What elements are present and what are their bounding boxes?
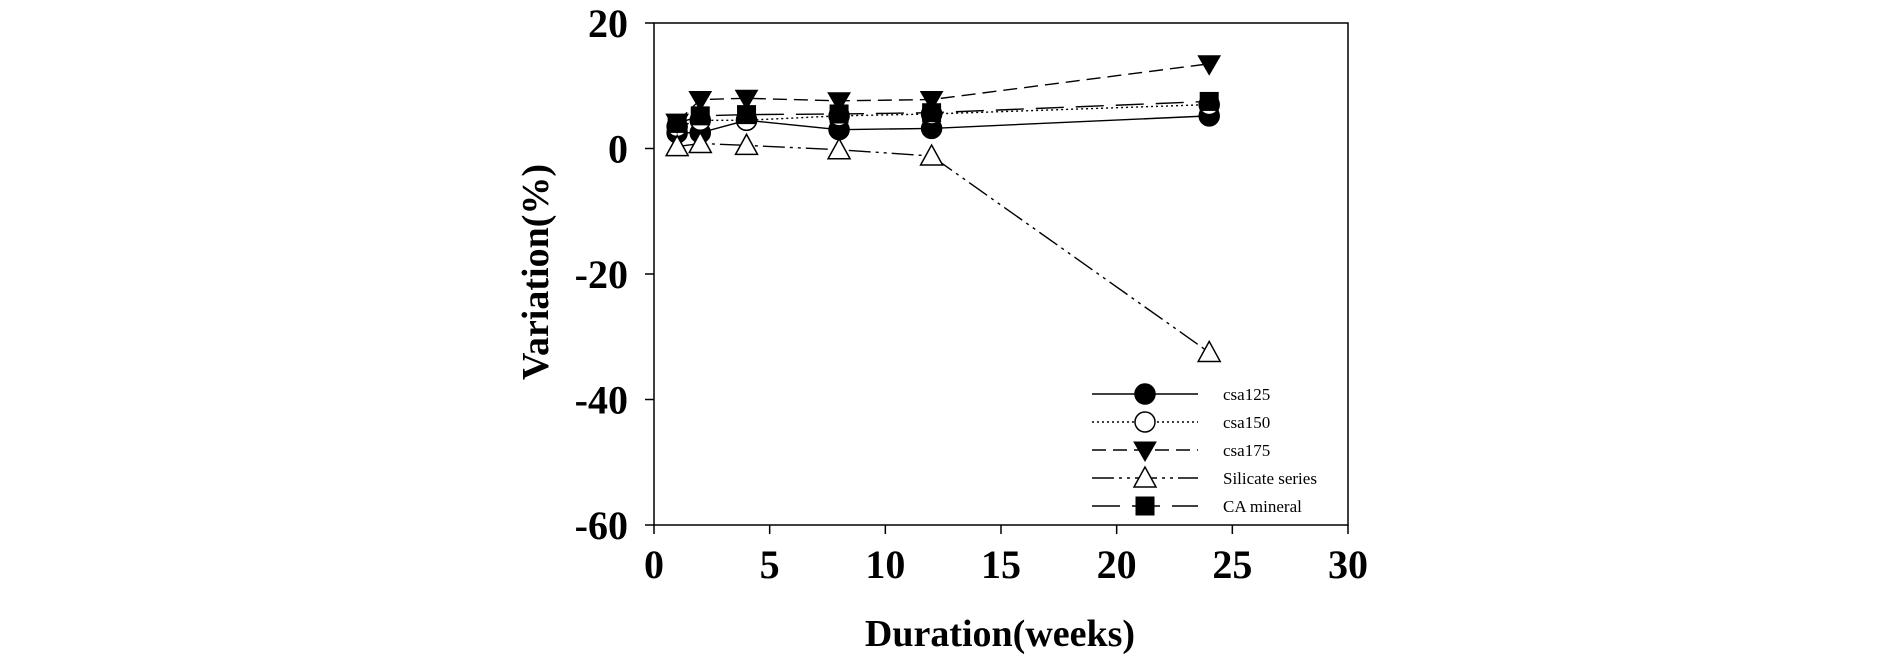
x-tick-label: 25 [1212, 542, 1252, 587]
data-point [829, 104, 849, 124]
x-tick-label: 15 [981, 542, 1021, 587]
series-layer [664, 55, 1222, 363]
data-point [1197, 55, 1222, 76]
x-tick-label: 20 [1097, 542, 1137, 587]
y-tick-label: 20 [588, 1, 628, 46]
legend-item: csa175 [1092, 441, 1270, 462]
y-axis: 20 0 -20 -40 -60 [575, 1, 654, 548]
y-tick-label: -60 [575, 503, 628, 548]
data-point [690, 106, 710, 126]
series-line [676, 103, 1210, 128]
data-point [734, 89, 759, 111]
x-axis-title: Duration(weeks) [865, 613, 1135, 655]
series-silicate-series [664, 130, 1222, 363]
x-tick-label: 0 [644, 542, 664, 587]
legend-marker [1134, 411, 1156, 433]
data-point [667, 113, 687, 133]
data-point [922, 103, 942, 123]
legend-label: csa175 [1223, 441, 1270, 460]
y-tick-label: -40 [575, 378, 628, 423]
legend-item: Silicate series [1092, 465, 1317, 488]
legend-marker [1132, 465, 1158, 488]
y-axis-title: Variation(%) [515, 164, 557, 380]
legend-marker [1133, 441, 1157, 462]
x-axis: 0 5 10 15 20 25 30 [644, 525, 1368, 587]
legend-label: CA mineral [1223, 497, 1302, 516]
data-point [1199, 91, 1219, 111]
data-point [919, 91, 944, 112]
x-tick-label: 5 [760, 542, 780, 587]
data-point [919, 143, 944, 166]
legend-item: csa150 [1092, 411, 1270, 433]
legend-item: CA mineral [1092, 496, 1302, 516]
data-point [687, 130, 713, 154]
legend-label: csa125 [1223, 385, 1270, 404]
legend-label: csa150 [1223, 413, 1270, 432]
data-point [826, 137, 852, 160]
legend-marker [1134, 383, 1156, 405]
legend: csa125 csa150 csa175 Silicate series CA mine… [1092, 383, 1317, 516]
data-point [737, 105, 757, 125]
legend-label: Silicate series [1223, 469, 1317, 488]
x-tick-label: 30 [1328, 542, 1368, 587]
y-tick-label: 0 [608, 127, 628, 172]
legend-marker [1135, 496, 1155, 516]
data-point [734, 132, 759, 156]
x-tick-label: 10 [865, 542, 905, 587]
series-line [676, 63, 1210, 123]
data-point [664, 134, 690, 157]
series-line [677, 142, 1210, 354]
legend-item: csa125 [1092, 383, 1270, 405]
data-point [1196, 339, 1222, 363]
y-tick-label: -20 [575, 252, 628, 297]
data-point [688, 91, 713, 112]
series-ca-mineral [667, 91, 1219, 133]
data-point [827, 92, 851, 113]
